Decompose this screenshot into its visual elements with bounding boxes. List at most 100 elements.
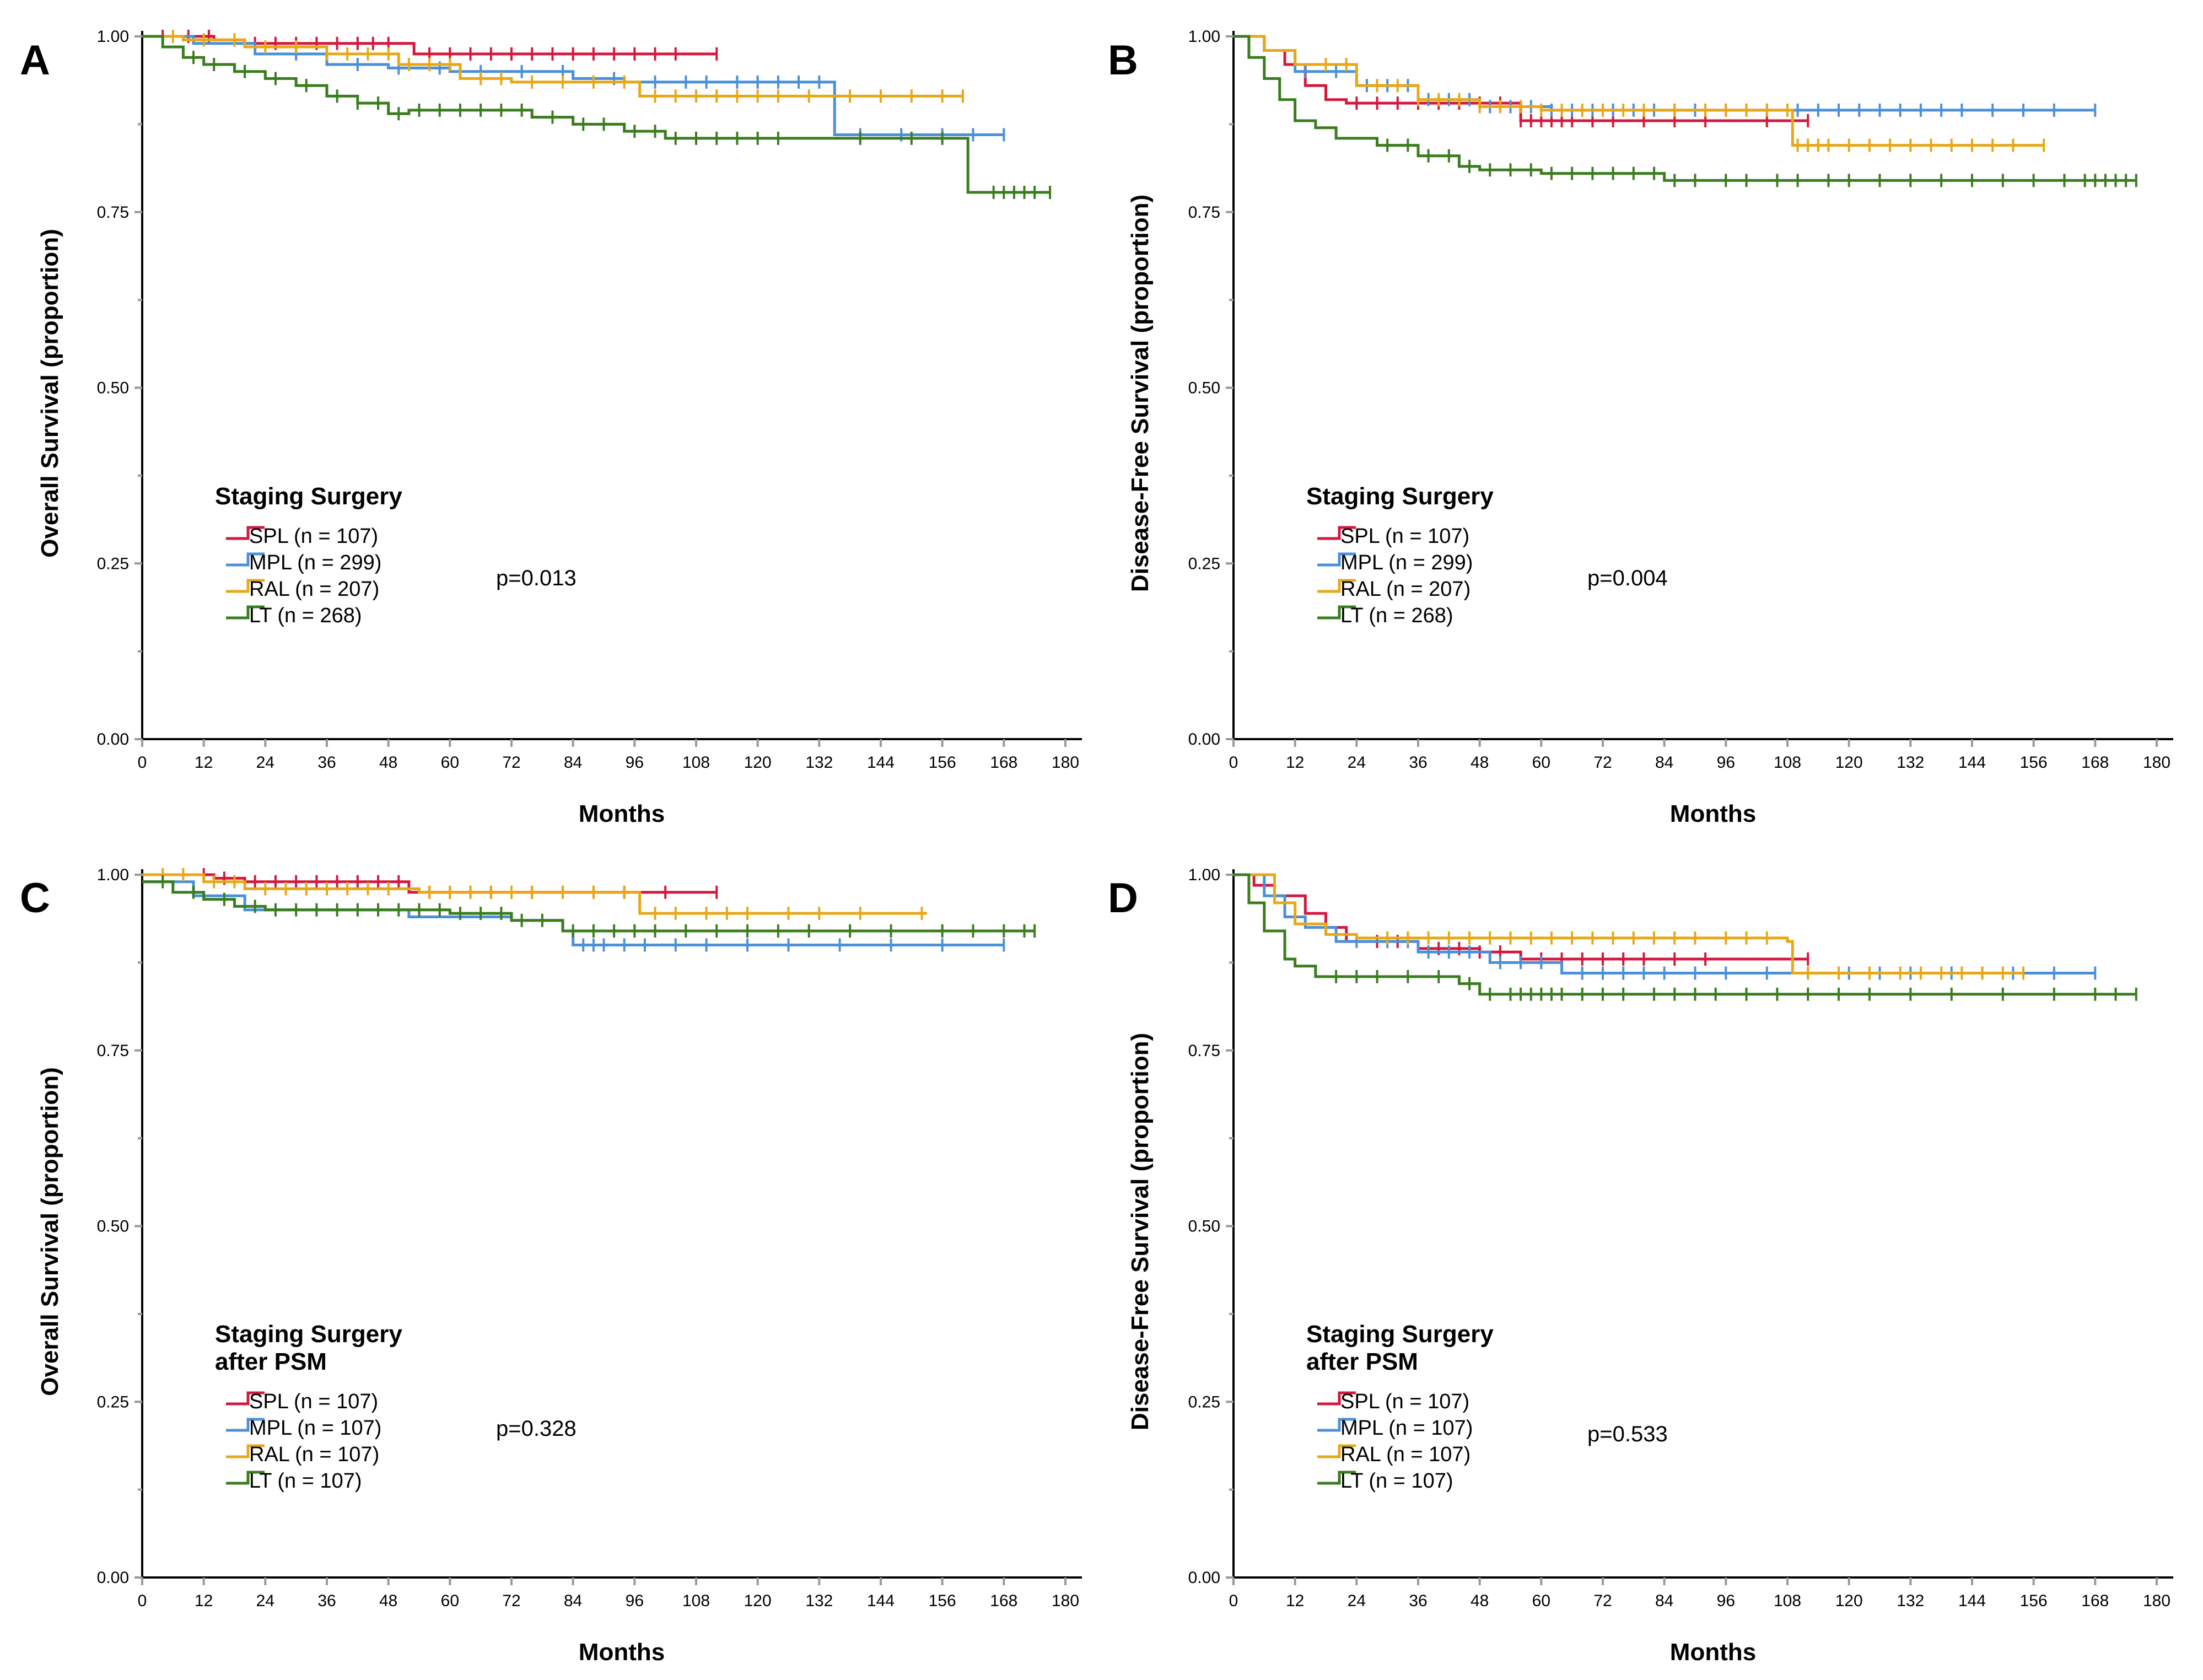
- panel-d-x-tick-label: 84: [1655, 1592, 1673, 1610]
- panel-b-y-tick-label: 0.50: [1188, 379, 1220, 397]
- panel-a-x-tick-label: 144: [867, 753, 895, 772]
- panel-a-x-tick-label: 132: [805, 753, 833, 772]
- panel-b-x-tick-label: 108: [1774, 753, 1801, 772]
- panel-a-x-tick-label: 108: [682, 753, 710, 772]
- panel-a-x-tick-label: 96: [626, 753, 644, 772]
- panel-c-x-tick-label: 0: [138, 1592, 147, 1610]
- panel-d-x-tick-label: 132: [1897, 1592, 1924, 1610]
- panel-b-x-tick-label: 84: [1655, 753, 1673, 772]
- panel-c-curve-lt: [142, 880, 1035, 933]
- panel-d-x-tick-label: 168: [2081, 1592, 2109, 1610]
- panel-a-y-tick-label: 1.00: [97, 28, 129, 46]
- panel-c-legend-swatch-lt: [226, 1471, 265, 1485]
- panel-a-legend-label-spl: SPL (n = 107): [249, 525, 378, 548]
- panel-b-legend-label-ral: RAL (n = 207): [1340, 578, 1471, 601]
- panel-b-p-value: p=0.004: [1587, 566, 1668, 590]
- panel-d-x-tick-label: 60: [1532, 1592, 1550, 1610]
- panel-d-legend-label-ral: RAL (n = 107): [1340, 1443, 1471, 1466]
- panel-d-x-tick-label: 156: [2020, 1592, 2048, 1610]
- panel-d-legend-label-spl: SPL (n = 107): [1340, 1390, 1469, 1413]
- panel-d-x-title: Months: [1670, 1639, 1756, 1666]
- panel-c-x-tick-label: 72: [502, 1592, 520, 1610]
- panel-a-curve-lt: [142, 35, 1051, 194]
- panel-c-x-tick-label: 132: [805, 1592, 833, 1610]
- panel-b-curve-mpl: [1234, 35, 2096, 112]
- panel-d-legend-swatch-mpl: [1317, 1418, 1356, 1432]
- panel-d-legend-label-mpl: MPL (n = 107): [1340, 1417, 1473, 1440]
- panel-d-legend-swatch-lt: [1317, 1471, 1356, 1485]
- panel-b-letter: B: [1108, 37, 1138, 84]
- panel-a-y-tick-label: 0.50: [97, 379, 129, 397]
- panel-c-legend-label-mpl: MPL (n = 107): [249, 1417, 381, 1440]
- panel-b-y-tick-label: 1.00: [1188, 28, 1220, 46]
- panel-b-x-tick-label: 120: [1835, 753, 1863, 772]
- panel-c-x-tick-label: 96: [626, 1592, 644, 1610]
- panel-a-y-tick-label: 0.75: [97, 203, 129, 222]
- panel-c-y-tick-label: 0.00: [97, 1569, 129, 1587]
- panel-a-x-tick-label: 180: [1052, 753, 1079, 772]
- panel-d-x-tick-label: 72: [1593, 1592, 1612, 1610]
- panel-d-legend-swatch-ral: [1317, 1444, 1356, 1458]
- panel-d-x-tick-label: 12: [1286, 1592, 1304, 1610]
- panel-a-legend-swatch-spl: [226, 526, 265, 540]
- panel-a-x-tick-label: 60: [441, 753, 459, 772]
- panel-a-x-tick-label: 168: [990, 753, 1017, 772]
- panel-d-y-tick-label: 0.50: [1188, 1218, 1220, 1236]
- panel-d-y-tick-label: 1.00: [1188, 866, 1220, 884]
- panel-a-x-tick-label: 0: [138, 753, 147, 772]
- panel-c-p-value: p=0.328: [496, 1417, 577, 1441]
- panel-a-x-tick-label: 156: [929, 753, 956, 772]
- panel-b-legend-label-mpl: MPL (n = 299): [1340, 551, 1473, 574]
- panel-a-legend-swatch-lt: [226, 605, 265, 620]
- panel-c-x-tick-label: 84: [564, 1592, 582, 1610]
- panel-b-legend-title: Staging Surgery: [1306, 483, 1494, 510]
- panel-b-legend-swatch-spl: [1317, 526, 1356, 540]
- panel-b-x-tick-label: 48: [1471, 753, 1489, 772]
- panel-a-x-tick-label: 120: [744, 753, 772, 772]
- panel-c-x-tick-label: 60: [441, 1592, 459, 1610]
- panel-b-x-tick-label: 36: [1409, 753, 1427, 772]
- panel-b-y-title: Disease-Free Survival (proportion): [1127, 195, 1154, 592]
- panel-b-y-tick-label: 0.25: [1188, 554, 1220, 573]
- panel-d-x-tick-label: 108: [1774, 1592, 1801, 1610]
- panel-a-x-tick-label: 72: [502, 753, 520, 772]
- panel-c-legend-swatch-spl: [226, 1391, 265, 1406]
- panel-b-x-tick-label: 12: [1286, 753, 1304, 772]
- panel-b-legend-label-lt: LT (n = 268): [1340, 604, 1453, 627]
- panel-b-x-tick-label: 180: [2143, 753, 2170, 772]
- panel-c-legend-label-spl: SPL (n = 107): [249, 1390, 378, 1413]
- panel-a-legend-title: Staging Surgery: [215, 483, 402, 510]
- panel-d-legend-label-lt: LT (n = 107): [1340, 1469, 1453, 1493]
- panel-a-x-tick-label: 48: [379, 753, 397, 772]
- panel-c-x-tick-label: 180: [1052, 1592, 1079, 1610]
- panel-d-y-tick-label: 0.25: [1188, 1393, 1220, 1411]
- panel-d-legend-title: after PSM: [1306, 1348, 1418, 1375]
- panel-d-x-tick-label: 144: [1958, 1592, 1986, 1610]
- panel-a-x-title: Months: [579, 800, 665, 827]
- panel-c-legend-swatch-mpl: [226, 1418, 265, 1432]
- panel-d-legend-swatch-spl: [1317, 1391, 1356, 1406]
- panel-d-p-value: p=0.533: [1587, 1422, 1668, 1446]
- panel-c-x-tick-label: 156: [929, 1592, 956, 1610]
- panel-b-curve-ral: [1234, 35, 2044, 147]
- panel-b-curve-lt: [1234, 35, 2136, 182]
- panel-c-legend-label-lt: LT (n = 107): [249, 1469, 362, 1493]
- panel-d-letter: D: [1108, 875, 1138, 922]
- panel-d-x-tick-label: 120: [1835, 1592, 1863, 1610]
- panel-b-y-tick-label: 0.00: [1188, 730, 1220, 749]
- panel-b-legend-swatch-mpl: [1317, 552, 1356, 567]
- panel-a-legend-label-lt: LT (n = 268): [249, 604, 362, 627]
- panel-c-x-tick-label: 36: [317, 1592, 336, 1610]
- panel-a-legend-label-ral: RAL (n = 207): [249, 578, 379, 601]
- panel-d-curve-lt: [1234, 873, 2136, 996]
- panel-c-y-tick-label: 0.75: [97, 1042, 129, 1060]
- panel-d-x-tick-label: 0: [1229, 1592, 1238, 1610]
- panel-b-x-tick-label: 72: [1593, 753, 1612, 772]
- panel-b-legend-swatch-lt: [1317, 605, 1356, 620]
- panel-d-y-title: Disease-Free Survival (proportion): [1127, 1033, 1154, 1430]
- panel-c-x-tick-label: 120: [744, 1592, 772, 1610]
- panel-c-legend-swatch-ral: [226, 1444, 265, 1458]
- panel-a-legend-swatch-mpl: [226, 552, 265, 567]
- panel-c-legend-label-ral: RAL (n = 107): [249, 1443, 379, 1466]
